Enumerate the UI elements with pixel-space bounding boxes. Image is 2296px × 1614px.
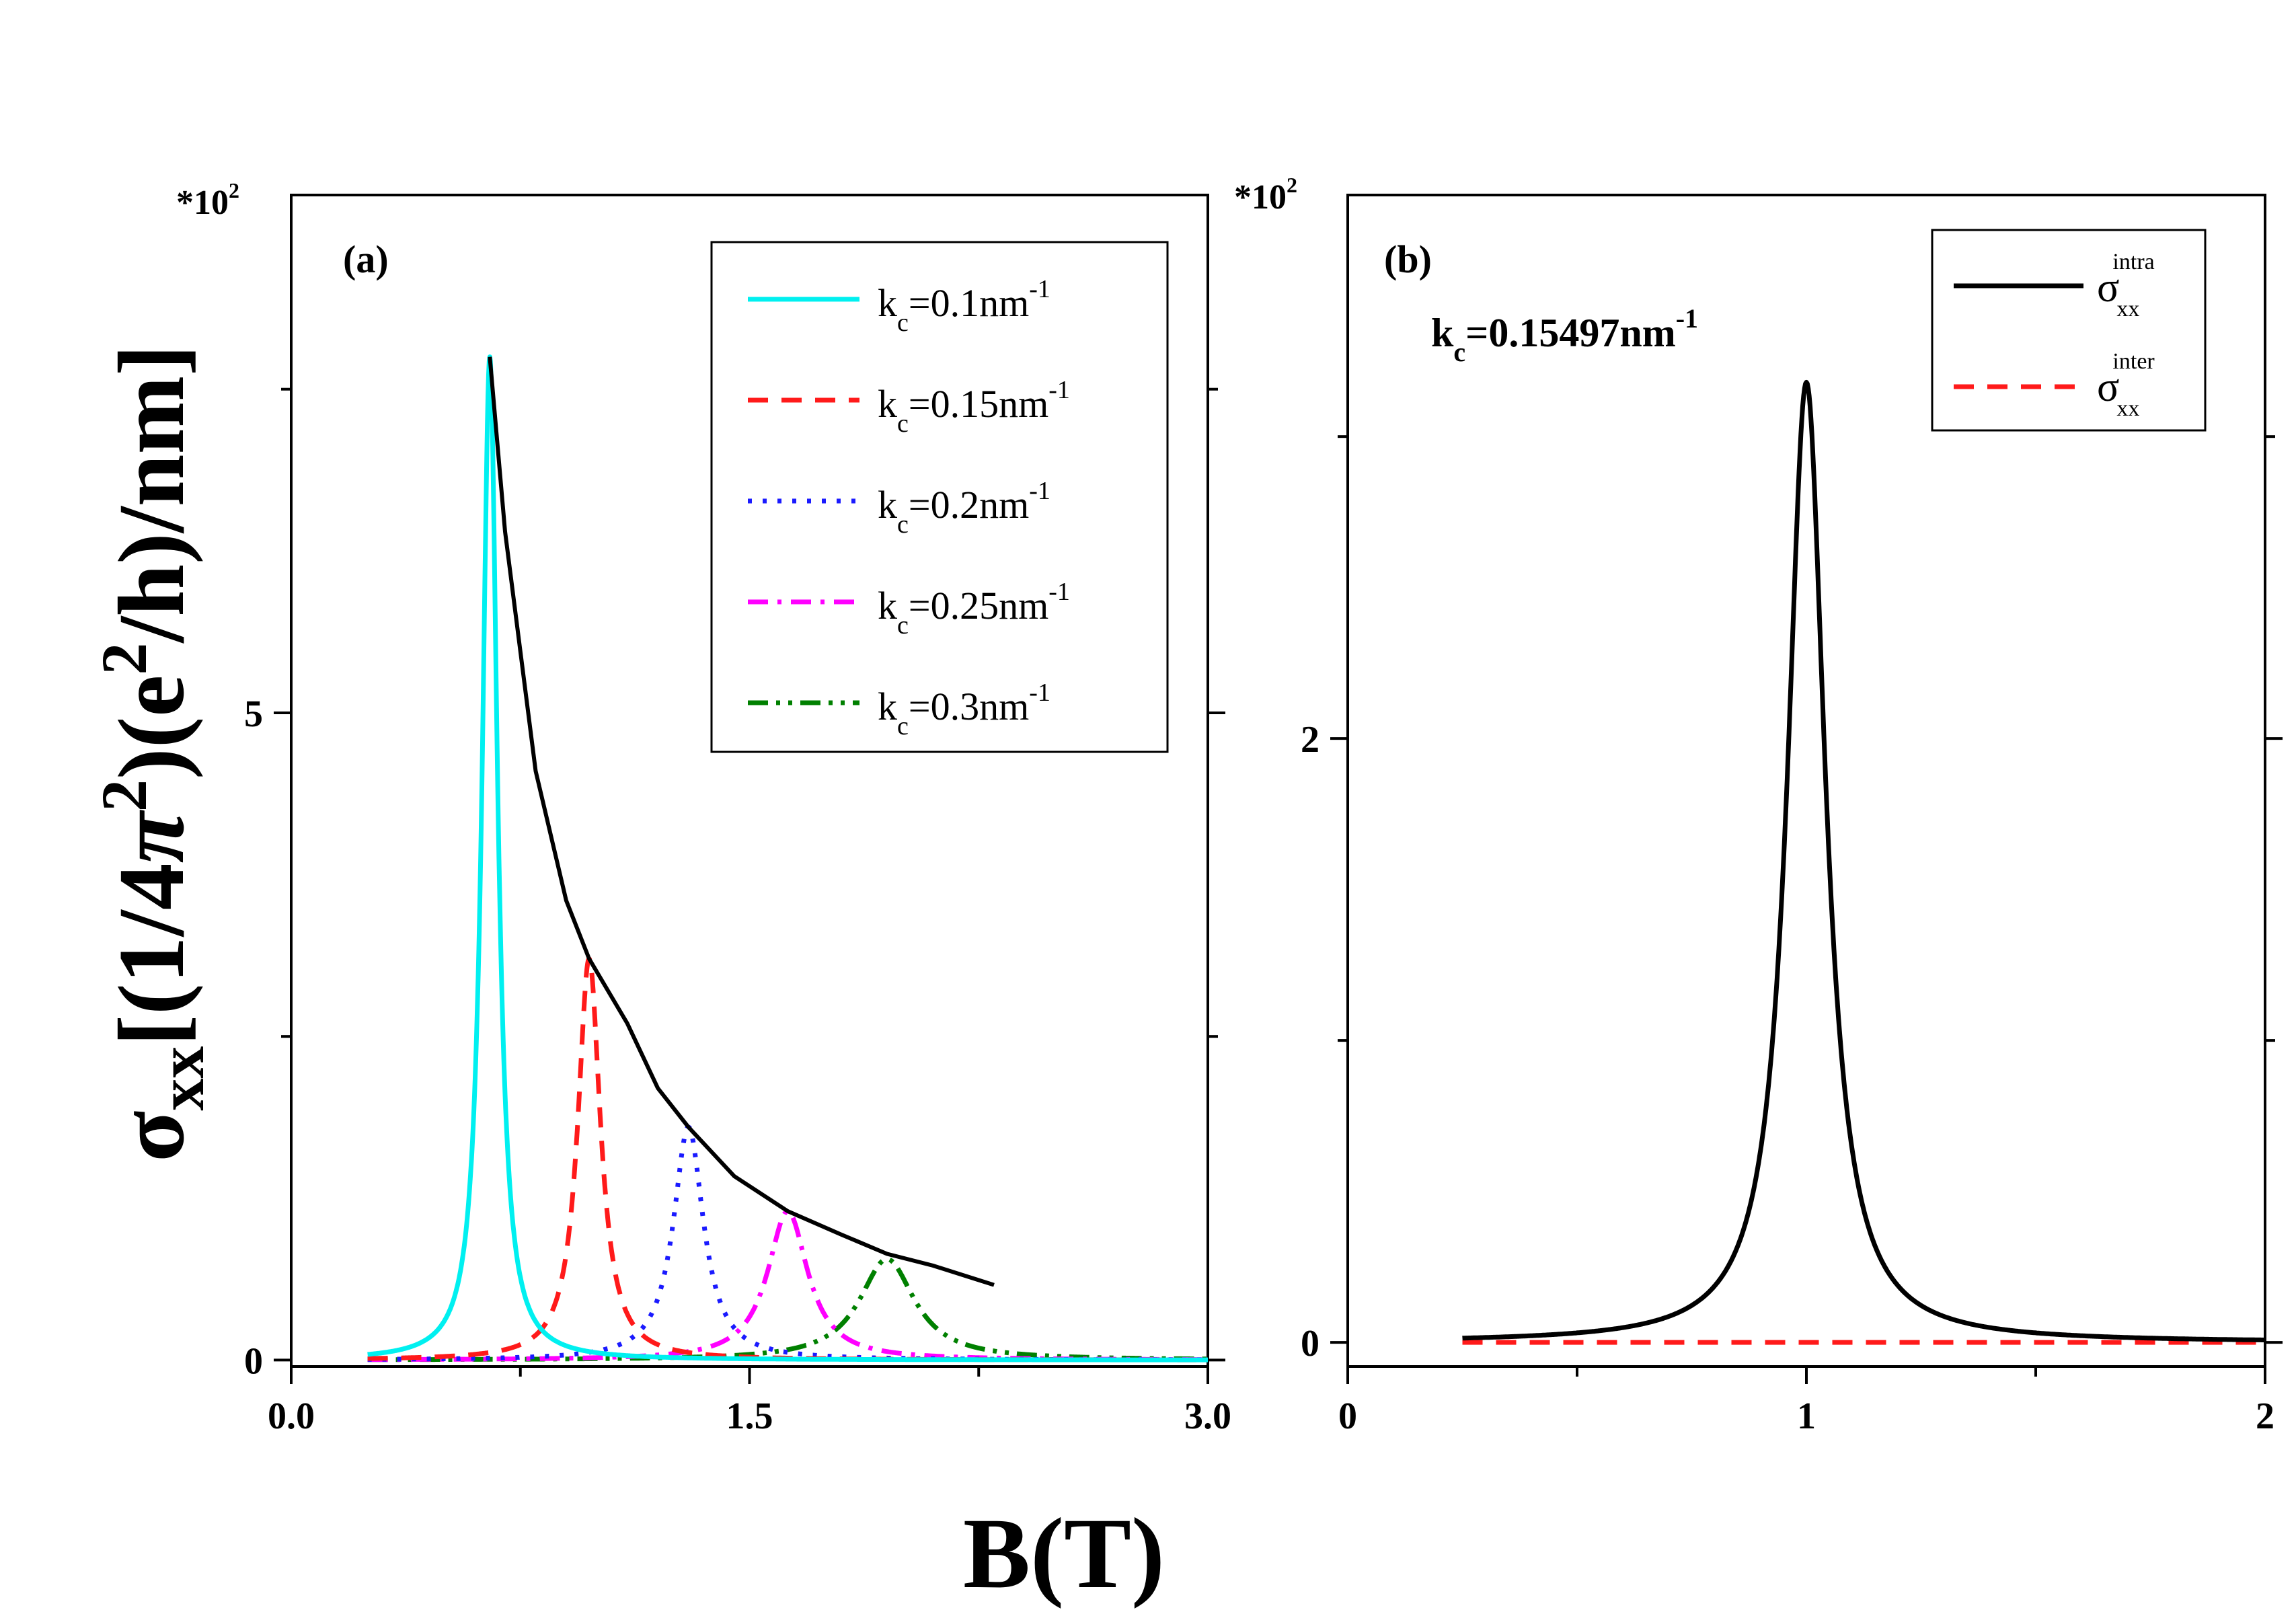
series-kc=0.1nm-1	[366, 354, 1210, 1362]
panel-b-legend-lines	[1954, 283, 2083, 389]
panel-b-curves	[1461, 379, 2267, 1345]
ylabel-sub: xx	[145, 1046, 217, 1111]
series-sigma-intra	[1461, 379, 2267, 1342]
panel-a-legend-box	[710, 241, 1169, 753]
series-kc=0.15nm-1	[366, 956, 1210, 1362]
ylabel-sup-a: 2	[88, 779, 160, 812]
svg-text:σxx[(1/4π2)(e2/h)/nm]: σxx[(1/4π2)(e2/h)/nm]	[88, 344, 217, 1162]
panel-a: 0.0 1.5 3.0 0 5 *102 (a) kc=0.1nm-1 kc=0.15n…	[176, 178, 1231, 1437]
ylabel-sup-b: 2	[88, 643, 160, 675]
panel-a-ytick-label: 5	[244, 693, 263, 735]
ylabel-part1: [(1/4	[100, 863, 204, 1046]
ylabel-sigma: σ	[100, 1111, 204, 1162]
series-kc=0.25nm-1	[366, 1208, 1210, 1362]
panel-b-xtick-label: 0	[1338, 1395, 1357, 1437]
series-kc=0.3nm-1	[366, 1256, 1210, 1362]
panel-a-xtick-label: 1.5	[726, 1395, 773, 1437]
panel-a-legend: kc=0.1nm-1 kc=0.15nm-1 kc=0.2nm-1 kc=0.2…	[710, 241, 1169, 753]
ylabel-part2: )(e	[100, 675, 204, 779]
legend-a-item-2: kc=0.2nm-1	[878, 477, 1050, 539]
panel-a-ytick-label: 0	[244, 1340, 263, 1382]
legend-b-item-1: σxxinter	[2097, 349, 2155, 421]
panel-a-scale-note: *102	[176, 178, 239, 222]
panel-a-ticks: 0.0 1.5 3.0 0 5	[244, 387, 1231, 1437]
panel-b-legend-box	[1931, 229, 2207, 432]
legend-a-item-4: kc=0.3nm-1	[878, 679, 1050, 740]
ylabel-pi: π	[100, 809, 204, 863]
series-kc=0.2nm-1	[366, 1124, 1210, 1362]
panel-b-xtick-label: 1	[1797, 1395, 1816, 1437]
panel-a-curves	[366, 354, 1210, 1362]
ylabel-part3: /h)/nm]	[100, 344, 204, 644]
panel-b-scale-note: *102	[1234, 173, 1297, 217]
panel-b: 0 1 2 0 2 *102 (b) kc=0.15497nm-1 σxxintra σ…	[1234, 173, 2283, 1437]
panel-a-label: (a)	[343, 237, 389, 281]
panel-b-ticks: 0 1 2 0 2	[1301, 435, 2283, 1437]
y-axis-label: σxx[(1/4π2)(e2/h)/nm]	[88, 344, 217, 1162]
panel-a-xtick-label: 3.0	[1184, 1395, 1231, 1437]
panel-b-label: (b)	[1384, 237, 1432, 281]
legend-a-item-3: kc=0.25nm-1	[878, 578, 1070, 640]
panel-b-ytick-label: 2	[1301, 719, 1319, 761]
panel-b-ytick-label: 0	[1301, 1323, 1319, 1365]
legend-a-item-1: kc=0.15nm-1	[878, 376, 1070, 438]
legend-b-item-0: σxxintra	[2097, 249, 2155, 321]
envelope-line	[488, 356, 995, 1287]
x-axis-label: B(T)	[963, 1498, 1165, 1609]
legend-a-item-0: kc=0.1nm-1	[878, 275, 1050, 337]
panel-b-legend: σxxintra σxxinter	[1931, 229, 2207, 432]
panel-a-legend-lines	[748, 297, 859, 705]
panel-b-xtick-label: 2	[2256, 1395, 2274, 1437]
panel-a-xtick-label: 0.0	[268, 1395, 315, 1437]
panel-b-annotation: kc=0.15497nm-1	[1431, 303, 1698, 367]
